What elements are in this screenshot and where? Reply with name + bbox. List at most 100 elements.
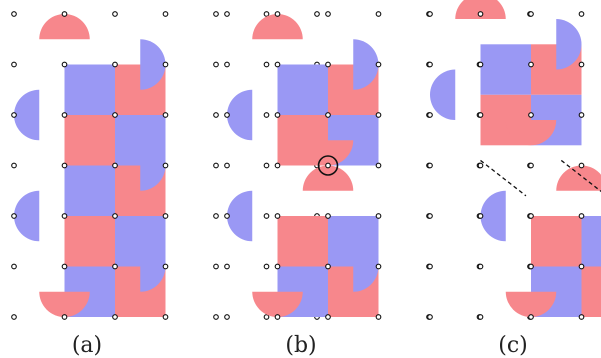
lattice-dot <box>263 61 270 68</box>
half-disc-tile <box>302 140 354 166</box>
lattice-dot <box>213 162 219 169</box>
lattice-dot <box>578 112 585 118</box>
lattice-dot <box>578 11 585 17</box>
lattice-dot <box>213 314 219 320</box>
lattice-dot <box>325 162 331 169</box>
lattice-dot <box>61 213 68 219</box>
lattice-dot <box>224 11 230 17</box>
lattice-dot <box>61 263 68 270</box>
lattice-dot <box>213 263 219 270</box>
dashed-connector <box>560 159 601 193</box>
lattice-dot <box>263 314 270 320</box>
lattice-dot <box>213 61 219 68</box>
lattice-dot <box>528 213 534 219</box>
lattice-dot <box>112 112 118 118</box>
square-tile <box>64 165 115 216</box>
lattice-dot <box>162 112 169 118</box>
lattice-dot <box>224 263 230 270</box>
dashed-connector <box>480 159 527 197</box>
lattice-dot <box>274 162 281 169</box>
lattice-dot <box>11 11 17 17</box>
lattice-dot <box>477 162 484 169</box>
panel-b-tiles <box>227 13 379 317</box>
lattice-dot <box>274 61 281 68</box>
half-disc-tile <box>227 89 253 141</box>
half-disc-tile <box>353 39 379 90</box>
half-disc-tile <box>252 13 303 40</box>
half-disc-tile <box>13 89 40 141</box>
lattice-dot <box>213 11 219 17</box>
panel-c-dashes <box>480 159 601 197</box>
panel-a: (a) <box>11 11 320 358</box>
square-tile <box>581 216 601 267</box>
lattice-dot <box>213 112 219 118</box>
half-disc-tile <box>480 190 506 242</box>
half-disc-tile <box>252 291 303 317</box>
lattice-dot <box>224 162 230 169</box>
lattice-dot <box>578 314 585 320</box>
lattice-dot <box>112 314 118 320</box>
square-tile <box>277 216 328 267</box>
lattice-dot <box>61 61 68 68</box>
lattice-dot <box>375 314 382 320</box>
square-tile <box>531 216 582 267</box>
half-disc-tile <box>556 19 582 70</box>
lattice-dot <box>427 61 433 68</box>
half-disc-tile <box>13 190 40 242</box>
lattice-dot <box>162 314 169 320</box>
panel-a-tiles <box>13 14 166 317</box>
half-disc-tile <box>140 39 166 90</box>
lattice-dot <box>427 213 433 219</box>
half-disc-tile <box>39 14 90 40</box>
lattice-dot <box>274 213 281 219</box>
lattice-dot <box>578 61 585 68</box>
lattice-dot <box>427 112 433 118</box>
half-disc-tile <box>39 291 90 317</box>
lattice-dot <box>325 61 331 68</box>
lattice-dot <box>375 213 382 219</box>
lattice-dot <box>274 11 281 17</box>
square-tile <box>64 64 115 115</box>
lattice-dot <box>427 162 433 169</box>
lattice-dot <box>263 112 270 118</box>
panel-a-caption: (a) <box>72 333 102 358</box>
lattice-dot <box>112 162 118 169</box>
lattice-dot <box>162 162 169 169</box>
lattice-dot <box>427 11 433 17</box>
lattice-dot <box>263 213 270 219</box>
lattice-dot <box>112 61 118 68</box>
lattice-dot <box>427 314 433 320</box>
highlight-ring <box>317 155 339 176</box>
lattice-dot <box>263 263 270 270</box>
lattice-dot <box>263 11 270 17</box>
panel-b-highlight <box>317 155 339 176</box>
lattice-dot <box>528 263 534 270</box>
lattice-dot <box>11 263 17 270</box>
lattice-dot <box>477 213 484 219</box>
lattice-dot <box>11 213 17 219</box>
lattice-dot <box>11 61 17 68</box>
lattice-dot <box>578 263 585 270</box>
half-disc-tile <box>227 190 253 242</box>
panel-b: (b) <box>224 11 533 358</box>
lattice-dot <box>162 263 169 270</box>
lattice-dot <box>224 61 230 68</box>
lattice-dot <box>477 314 484 320</box>
lattice-dot <box>314 11 320 17</box>
lattice-dot <box>528 11 534 17</box>
square-tile <box>277 64 328 115</box>
square-tile <box>581 266 601 317</box>
lattice-dot <box>274 112 281 118</box>
lattice-dot <box>375 11 382 17</box>
lattice-dot <box>477 263 484 270</box>
lattice-dot <box>213 213 219 219</box>
square-tile <box>64 216 115 267</box>
lattice-dot <box>325 11 331 17</box>
lattice-dot <box>162 61 169 68</box>
half-disc-tile <box>505 291 557 317</box>
square-tile <box>64 115 115 166</box>
lattice-dot <box>528 314 534 320</box>
lattice-dot <box>61 162 68 169</box>
lattice-dot <box>112 213 118 219</box>
lattice-dot <box>263 162 270 169</box>
